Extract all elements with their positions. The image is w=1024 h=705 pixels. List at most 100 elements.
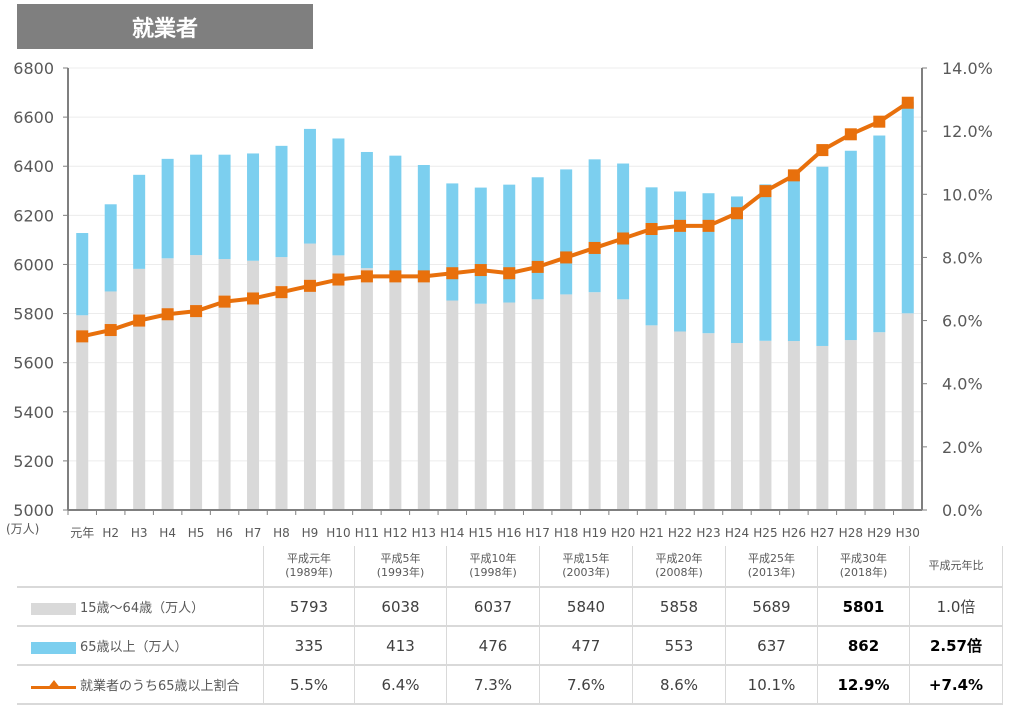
x-tick-label: H7 (245, 526, 262, 540)
x-tick-label: 元年 (70, 526, 94, 540)
bar-15-64 (332, 255, 345, 510)
ratio-marker (360, 270, 373, 283)
x-tick-label: H8 (273, 526, 290, 540)
bar-15-64 (360, 268, 373, 510)
ratio-marker (275, 286, 288, 299)
y-tick-label: 5400 (13, 403, 54, 422)
y2-tick-label: 4.0% (942, 375, 983, 394)
legend-swatch-15-64 (31, 602, 76, 615)
table-cell: 5801 (817, 586, 910, 626)
table-cell: 7.3% (446, 664, 540, 705)
table-cell: 5689 (725, 586, 818, 626)
bar-65-plus (303, 128, 316, 244)
y2-tick-label: 2.0% (942, 438, 983, 457)
ratio-marker (844, 128, 857, 141)
y-tick-label: 6200 (13, 206, 54, 225)
x-tick-label: H21 (639, 526, 663, 540)
x-tick-label: H10 (326, 526, 350, 540)
bar-15-64 (787, 341, 800, 510)
table-header: 平成30年 (2018年) (817, 546, 910, 587)
bar-15-64 (417, 280, 430, 510)
bar-15-64 (560, 294, 573, 510)
table-header: 平成10年 (1998年) (446, 546, 540, 587)
x-tick-label: H23 (696, 526, 720, 540)
bar-65-plus (503, 184, 516, 303)
ratio-marker (645, 223, 658, 236)
x-tick-label: H6 (216, 526, 233, 540)
y-tick-label: 6600 (13, 108, 54, 127)
table-cell: 637 (725, 625, 818, 665)
y-tick-label: 5600 (13, 354, 54, 373)
bar-15-64 (446, 300, 459, 510)
ratio-marker (617, 232, 630, 245)
bar-65-plus (104, 204, 117, 292)
y-tick-label: 6400 (13, 157, 54, 176)
bar-15-64 (190, 255, 203, 510)
bar-65-plus (474, 187, 487, 304)
bar-65-plus (389, 155, 402, 272)
y2-tick-label: 10.0% (942, 185, 993, 204)
y2-tick-label: 6.0% (942, 312, 983, 331)
ratio-marker (104, 324, 117, 337)
table-cell: 5858 (632, 586, 726, 626)
bar-15-64 (617, 299, 630, 510)
y-axis-unit-label: (万人) (6, 522, 40, 536)
row-label: 65歳以上（万人） (17, 625, 264, 665)
table-cell: 2.57倍 (909, 625, 1003, 665)
x-tick-label: H24 (725, 526, 749, 540)
bar-65-plus (702, 193, 715, 334)
x-tick-label: H2 (102, 526, 119, 540)
ratio-marker (873, 115, 886, 128)
table-cell: 413 (354, 625, 447, 665)
ratio-marker (588, 241, 601, 254)
ratio-marker (417, 270, 430, 283)
x-tick-label: H29 (867, 526, 891, 540)
ratio-marker (190, 305, 203, 318)
bar-15-64 (674, 331, 687, 510)
bar-65-plus (560, 169, 573, 295)
ratio-marker (218, 295, 231, 308)
legend-line-marker-icon (31, 679, 76, 694)
x-tick-label: H28 (839, 526, 863, 540)
row-label: 15歳～64歳（万人） (17, 586, 264, 626)
table-header: 平成5年 (1993年) (354, 546, 447, 587)
bar-15-64 (702, 333, 715, 510)
bar-15-64 (844, 340, 857, 510)
ratio-marker (247, 292, 260, 305)
bar-15-64 (645, 325, 658, 510)
y-tick-label: 5000 (13, 501, 54, 520)
y2-tick-label: 0.0% (942, 501, 983, 520)
bar-15-64 (730, 343, 743, 510)
table-header: 平成元年 (1989年) (263, 546, 355, 587)
bar-15-64 (275, 257, 288, 510)
table-cell: 1.0倍 (909, 586, 1003, 626)
table-cell: 6.4% (354, 664, 447, 705)
table-header: 平成20年 (2008年) (632, 546, 726, 587)
table-cell: 476 (446, 625, 540, 665)
ratio-marker (901, 96, 914, 109)
table-cell: 5793 (263, 586, 355, 626)
ratio-marker (446, 267, 459, 280)
table-header: 平成25年 (2013年) (725, 546, 818, 587)
employment-chart: 5000 5200 5400 5600 5800 6000 6200 6400 6600 6800… (13, 59, 993, 540)
table-header-ratio: 平成元年比 (909, 546, 1003, 587)
ratio-marker (133, 314, 146, 327)
x-tick-label: H30 (896, 526, 920, 540)
x-tick-label: H13 (412, 526, 436, 540)
bar-65-plus (247, 153, 260, 261)
table-cell: +7.4% (909, 664, 1003, 705)
ratio-marker (674, 219, 687, 232)
x-tick-label: H19 (582, 526, 606, 540)
table-cell: 335 (263, 625, 355, 665)
bar-15-64 (873, 332, 886, 510)
legend-swatch-65-plus (31, 641, 76, 654)
x-tick-label: H11 (355, 526, 379, 540)
bar-65-plus (275, 145, 288, 258)
ratio-marker (161, 308, 174, 321)
table-cell: 862 (817, 625, 910, 665)
x-tick-label: H20 (611, 526, 635, 540)
x-tick-label: H16 (497, 526, 521, 540)
bar-15-64 (247, 260, 260, 510)
table-cell: 6038 (354, 586, 447, 626)
x-tick-label: H22 (668, 526, 692, 540)
